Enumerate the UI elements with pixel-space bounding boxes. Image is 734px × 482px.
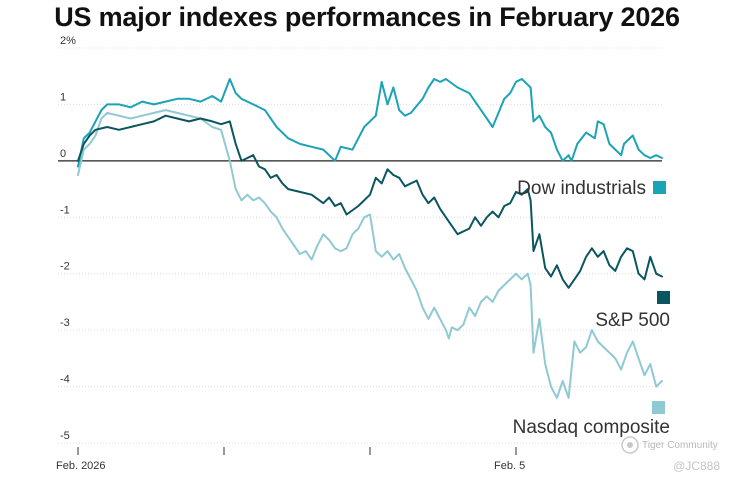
y-tick-label: 1 xyxy=(60,91,66,103)
tiger-logo-icon xyxy=(621,436,639,454)
y-tick-label: 2% xyxy=(60,35,76,47)
y-tick-label: 0 xyxy=(60,148,66,160)
series-line-sp500 xyxy=(77,114,663,289)
legend-swatch-nasdaq xyxy=(652,401,665,414)
y-tick-label: -4 xyxy=(60,374,70,386)
y-tick-label: -2 xyxy=(60,261,70,273)
x-tick-label: Feb. 2026 xyxy=(56,460,106,472)
legend-nasdaq: Nasdaq composite xyxy=(513,401,670,438)
legend-label-sp500: S&P 500 xyxy=(595,310,670,331)
watermark-brand: Tiger Community xyxy=(642,440,718,451)
watermark-handle: @JC888 xyxy=(673,459,720,473)
y-tick-label: -3 xyxy=(60,317,70,329)
x-tick-label: Feb. 5 xyxy=(494,460,525,472)
y-tick-label: -1 xyxy=(60,204,70,216)
legend-swatch-sp500 xyxy=(657,291,670,304)
legend-dow: Dow industrials xyxy=(517,178,666,199)
series-line-nasdaq xyxy=(77,109,663,399)
watermark: Tiger Community @JC888 xyxy=(621,436,720,473)
legend-label-nasdaq: Nasdaq composite xyxy=(513,417,670,438)
series-lines xyxy=(77,78,663,399)
y-tick-label: -5 xyxy=(60,430,70,442)
legend-label-dow: Dow industrials xyxy=(517,178,646,199)
legend-swatch-dow xyxy=(653,181,666,194)
x-axis: Feb. 2026 Feb. 5 xyxy=(56,447,525,472)
chart-title: US major indexes performances in Februar… xyxy=(54,2,680,32)
legend-sp500: S&P 500 xyxy=(595,291,670,331)
series-line-dow xyxy=(77,78,663,168)
gridlines xyxy=(58,47,662,444)
y-axis-ticks: 2% 1 0 -1 -2 -3 -4 -5 xyxy=(60,35,76,442)
